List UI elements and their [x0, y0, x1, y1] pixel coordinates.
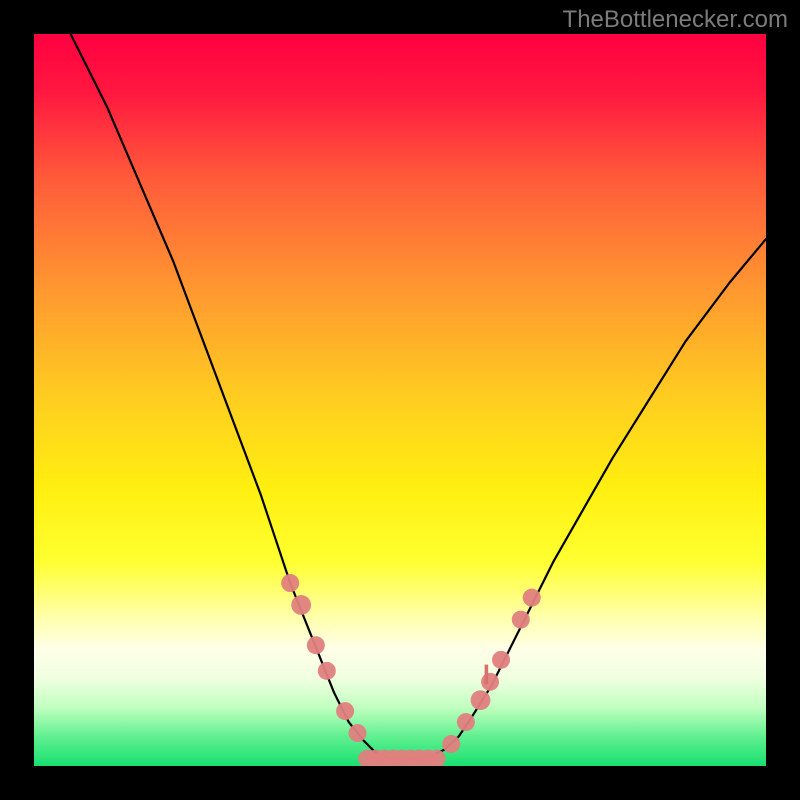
marker-tick	[485, 665, 489, 685]
bottleneck-curve-plot	[34, 34, 766, 766]
marker-dot	[307, 636, 325, 654]
marker-dot	[281, 574, 299, 592]
marker-dot	[492, 651, 510, 669]
marker-dot	[481, 673, 499, 691]
gradient-background	[34, 34, 766, 766]
marker-dot	[336, 702, 354, 720]
marker-dot	[523, 589, 541, 607]
marker-dot	[471, 690, 491, 710]
watermark-text: TheBottlenecker.com	[563, 6, 788, 34]
marker-dot	[442, 735, 460, 753]
chart-stage: TheBottlenecker.com	[0, 0, 800, 800]
marker-dot	[349, 724, 367, 742]
marker-dot	[512, 611, 530, 629]
marker-dot	[291, 595, 311, 615]
marker-dot	[318, 662, 336, 680]
marker-dot	[457, 713, 475, 731]
